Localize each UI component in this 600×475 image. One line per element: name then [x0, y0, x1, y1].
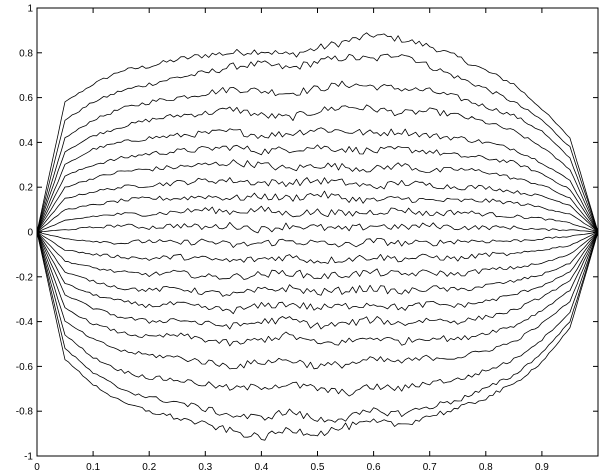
y-tick-label: -0.4 — [16, 317, 34, 328]
series-line-12 — [36, 231, 599, 248]
series-line-15 — [36, 231, 599, 297]
x-tick-label: 0.5 — [311, 462, 325, 473]
series-line-17 — [36, 231, 599, 330]
series-line-2 — [36, 53, 599, 233]
y-tick-label: -0.2 — [16, 272, 34, 283]
series-line-5 — [36, 127, 599, 233]
x-axis: 0 0.1 0.2 0.3 0.4 0.5 0.6 0.7 0.8 0.9 — [34, 8, 549, 473]
y-tick-label: 0.8 — [19, 48, 33, 59]
series-line-6 — [36, 144, 599, 233]
y-tick-label: -0.8 — [16, 407, 34, 418]
x-tick-label: 0.3 — [198, 462, 212, 473]
y-tick-label: -1 — [24, 452, 33, 463]
series-line-13 — [36, 231, 599, 264]
series-line-18 — [36, 231, 599, 347]
x-tick-label: 0.4 — [254, 462, 268, 473]
x-tick-label: 0 — [34, 462, 40, 473]
series-line-7 — [36, 159, 599, 233]
series-line-4 — [36, 104, 599, 233]
series-line-9 — [36, 190, 599, 233]
series-line-19 — [36, 231, 599, 370]
x-tick-label: 0.9 — [535, 462, 549, 473]
x-tick-label: 0.8 — [479, 462, 493, 473]
y-tick-label: 0.4 — [19, 138, 33, 149]
series-line-11 — [36, 222, 599, 234]
series-line-14 — [36, 231, 599, 280]
y-axis: 1 0.8 0.6 0.4 0.2 0 -0.2 -0.4 -0.6 -0.8 -1 — [16, 4, 598, 463]
series-line-20 — [36, 231, 599, 397]
y-tick-label: 0.6 — [19, 93, 33, 104]
y-tick-label: 0 — [27, 228, 33, 239]
x-tick-label: 0.6 — [367, 462, 381, 473]
x-tick-label: 0.2 — [142, 462, 156, 473]
y-tick-label: -0.6 — [16, 362, 34, 373]
series-line-10 — [36, 205, 599, 233]
series-line-1 — [36, 32, 599, 233]
series-line-22 — [36, 231, 599, 441]
series-line-21 — [36, 231, 599, 423]
x-tick-label: 0.1 — [86, 462, 100, 473]
series-lines — [36, 32, 599, 441]
series-line-3 — [36, 80, 599, 233]
series-line-16 — [36, 231, 599, 315]
series-line-8 — [36, 177, 599, 233]
y-tick-label: 1 — [27, 4, 33, 15]
x-tick-label: 0.7 — [423, 462, 437, 473]
y-tick-label: 0.2 — [19, 183, 33, 194]
